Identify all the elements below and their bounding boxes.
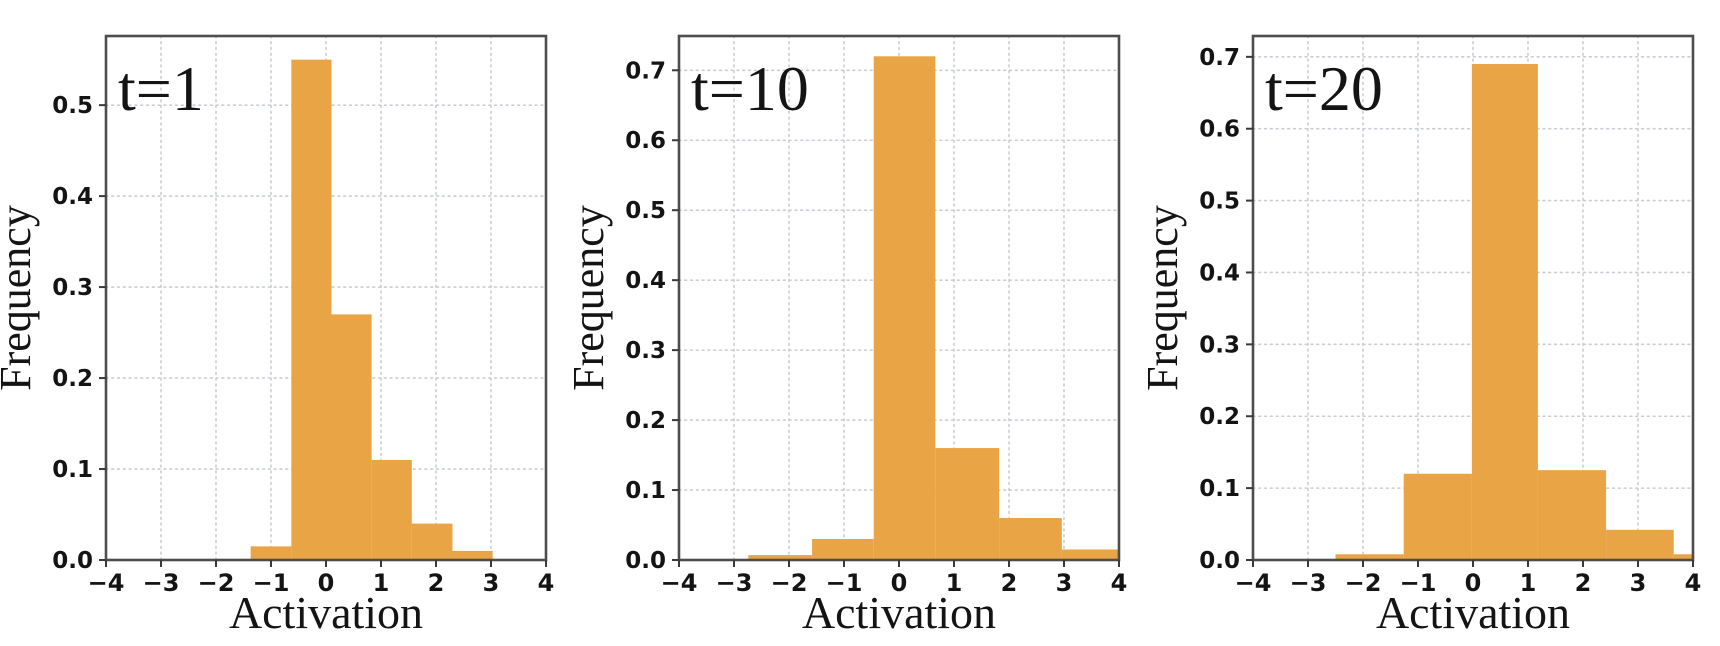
histogram-bar: [1605, 529, 1674, 560]
histogram-bar: [1062, 549, 1120, 560]
x-tick-label: 4: [1684, 569, 1701, 597]
x-tick-label: −1: [826, 569, 863, 597]
panel-title: t=1: [118, 53, 204, 124]
y-tick-label: 0.4: [1199, 260, 1240, 286]
tick-marks: [98, 104, 547, 567]
y-tick-label: 0.3: [1199, 332, 1240, 358]
histogram-bar: [250, 546, 292, 560]
x-tick-label: −2: [771, 569, 808, 597]
y-tick-label: 0.0: [52, 548, 93, 574]
y-axis-label: Frequency: [573, 205, 613, 391]
x-axis-label: Activation: [802, 587, 996, 638]
histogram-bar: [291, 59, 332, 560]
y-tick-label: 0.1: [52, 457, 93, 483]
x-tick-label: −4: [1234, 569, 1271, 597]
y-tick-label: 0.3: [626, 338, 667, 364]
x-tick-label: −2: [1344, 569, 1381, 597]
y-tick-labels: 0.0 0.1 0.2 0.3 0.4 0.5: [52, 93, 93, 574]
y-tick-label: 0.6: [1199, 117, 1240, 143]
histogram-panel-t1: −4 −3 −2 −1 0 1 2 3 4 0.0 0.1 0.2 0.3 0.4 0.5 Activatio…: [0, 0, 573, 646]
x-tick-label: −3: [1289, 569, 1326, 597]
x-tick-label: −1: [1399, 569, 1436, 597]
x-tick-label: −4: [88, 569, 125, 597]
x-tick-label: 1: [1519, 569, 1536, 597]
tick-marks: [672, 69, 1121, 567]
y-tick-label: 0.3: [52, 275, 93, 301]
x-tick-label: 3: [1629, 569, 1646, 597]
histogram-bar: [331, 314, 372, 560]
y-tick-label: 0.2: [52, 366, 93, 392]
histogram-bar: [1335, 554, 1404, 560]
x-axis-label: Activation: [229, 587, 423, 638]
x-tick-label: 1: [373, 569, 390, 597]
y-tick-label: 0.5: [626, 198, 667, 224]
x-tick-label: 4: [538, 569, 555, 597]
histogram-bar: [748, 555, 813, 560]
histogram-svg-t20: −4 −3 −2 −1 0 1 2 3 4 0.0 0.1 0.2 0.3 0.4 0.5 0.6 0.7 Act…: [1147, 34, 1701, 638]
y-tick-label: 0.1: [1199, 476, 1240, 502]
histogram-svg-t1: −4 −3 −2 −1 0 1 2 3 4 0.0 0.1 0.2 0.3 0.4 0.5 Activatio…: [0, 34, 555, 638]
x-tick-label: −3: [143, 569, 180, 597]
x-tick-label: 0: [891, 569, 908, 597]
x-tick-labels: −4 −3 −2 −1 0 1 2 3 4: [1234, 569, 1701, 597]
histogram-bar: [1537, 470, 1606, 560]
histogram-bar: [1471, 64, 1538, 560]
panel-title: t=20: [1265, 53, 1383, 124]
histogram-panel-t10: −4 −3 −2 −1 0 1 2 3 4 0.0 0.1 0.2 0.3 0.4 0.5 0.6 0.7 Act…: [573, 0, 1146, 646]
histogram-bars: [1335, 64, 1693, 560]
y-tick-label: 0.5: [52, 93, 93, 119]
y-tick-label: 0.0: [626, 548, 667, 574]
y-tick-label: 0.6: [626, 128, 667, 154]
x-tick-label: 3: [1056, 569, 1073, 597]
x-tick-label: 0: [318, 569, 335, 597]
x-tick-label: 2: [1574, 569, 1591, 597]
x-tick-labels: −4 −3 −2 −1 0 1 2 3 4: [661, 569, 1128, 597]
y-tick-labels: 0.0 0.1 0.2 0.3 0.4 0.5 0.6 0.7: [1199, 45, 1240, 574]
y-axis-label: Frequency: [1147, 205, 1187, 391]
x-tick-label: −4: [661, 569, 698, 597]
histogram-bar: [874, 56, 936, 560]
histogram-bars: [748, 56, 1120, 560]
x-tick-label: 3: [483, 569, 500, 597]
x-tick-label: 2: [428, 569, 445, 597]
histogram-panel-t20: −4 −3 −2 −1 0 1 2 3 4 0.0 0.1 0.2 0.3 0.4 0.5 0.6 0.7 Act…: [1147, 0, 1720, 646]
histogram-svg-t10: −4 −3 −2 −1 0 1 2 3 4 0.0 0.1 0.2 0.3 0.4 0.5 0.6 0.7 Act…: [573, 34, 1128, 638]
y-axis-label: Frequency: [0, 205, 40, 391]
histogram-bar: [411, 523, 453, 560]
tick-marks: [1245, 55, 1694, 567]
y-tick-label: 0.0: [1199, 548, 1240, 574]
y-tick-label: 0.5: [1199, 189, 1240, 215]
x-tick-label: 2: [1001, 569, 1018, 597]
x-tick-label: −1: [253, 569, 290, 597]
x-tick-label: −3: [716, 569, 753, 597]
y-tick-label: 0.4: [52, 184, 93, 210]
histogram-bar: [1673, 554, 1693, 560]
histogram-bars: [250, 59, 493, 560]
x-axis-label: Activation: [1376, 587, 1570, 638]
histogram-bar: [935, 448, 1000, 560]
x-tick-label: 0: [1464, 569, 1481, 597]
y-tick-label: 0.2: [1199, 404, 1240, 430]
x-tick-label: 1: [946, 569, 963, 597]
x-tick-labels: −4 −3 −2 −1 0 1 2 3 4: [88, 569, 555, 597]
y-tick-label: 0.1: [626, 478, 667, 504]
histogram-bar: [812, 539, 875, 560]
panel-title: t=10: [691, 53, 809, 124]
y-tick-label: 0.4: [626, 268, 667, 294]
y-tick-label: 0.7: [1199, 45, 1240, 71]
y-tick-label: 0.7: [626, 58, 667, 84]
histogram-bar: [999, 518, 1063, 560]
y-tick-labels: 0.0 0.1 0.2 0.3 0.4 0.5 0.6 0.7: [626, 58, 667, 574]
histogram-bar: [371, 459, 412, 560]
y-tick-label: 0.2: [626, 408, 667, 434]
histogram-bar: [1403, 473, 1472, 560]
histogram-bar: [452, 550, 493, 560]
x-tick-label: 4: [1111, 569, 1128, 597]
x-tick-label: −2: [198, 569, 235, 597]
